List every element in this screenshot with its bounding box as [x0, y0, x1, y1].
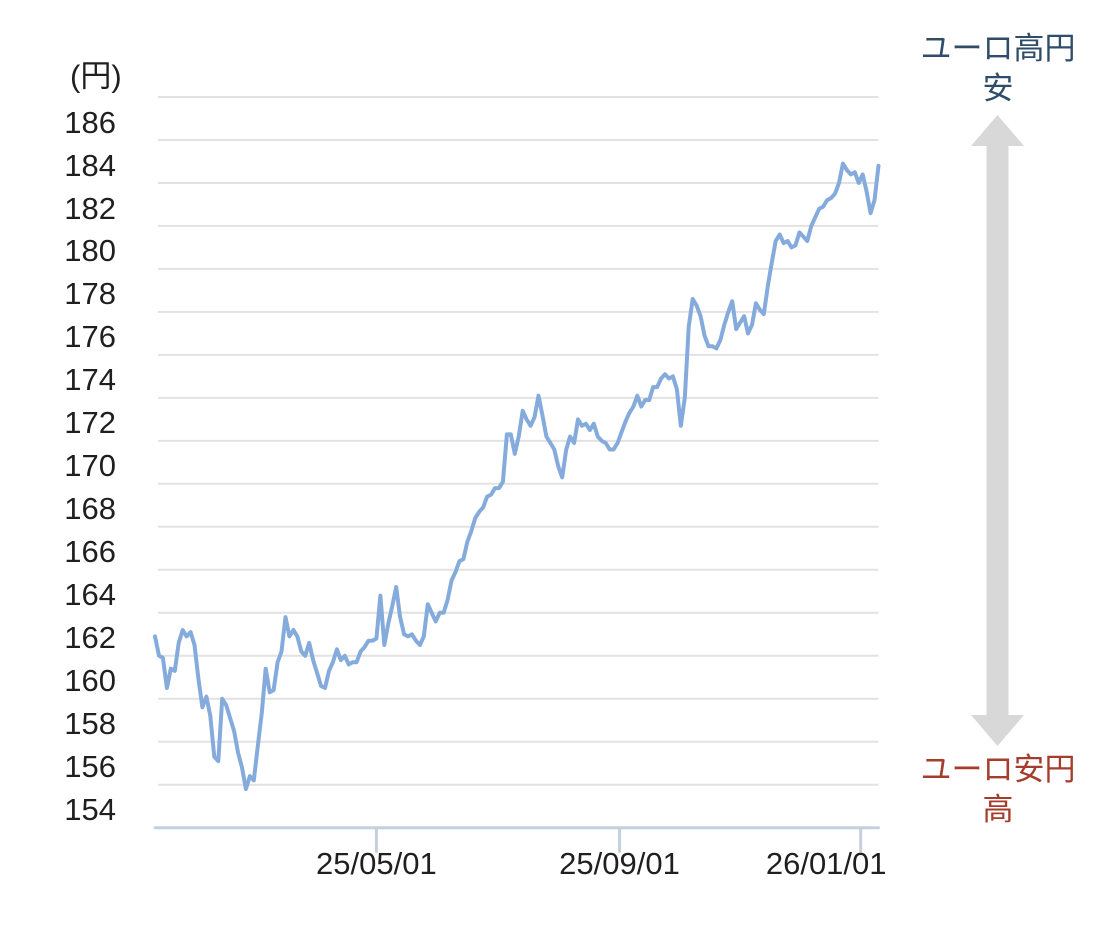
y-axis-tick-label: 168 [64, 491, 116, 527]
arrow-shaft [986, 144, 1009, 717]
y-axis-tick-label: 186 [64, 104, 116, 140]
arrow-up-head [971, 115, 1024, 146]
y-axis-tick-label: 158 [64, 706, 116, 742]
arrow-down-head [971, 715, 1024, 746]
y-axis-tick-label: 176 [64, 319, 116, 355]
y-axis-tick-label: 182 [64, 190, 116, 226]
y-axis-tick-label: 172 [64, 405, 116, 441]
y-axis-tick-label: 184 [64, 147, 116, 183]
x-axis-tick-label: 25/05/01 [316, 846, 437, 881]
y-axis-tick-label: 164 [64, 577, 116, 613]
y-axis-tick-label: 160 [64, 663, 116, 699]
y-axis-tick-label: 174 [64, 362, 116, 398]
price-line [153, 161, 881, 791]
y-axis-tick-label: 178 [64, 276, 116, 312]
y-axis-labels: 186 184 182 180 178 176 174 172 170 168 166 164 162 1… [0, 0, 116, 949]
y-axis-tick-label: 156 [64, 749, 116, 785]
annotation-euro-weak-yen-high: ユーロ安円高 [920, 752, 1076, 827]
y-axis-tick-label: 162 [64, 620, 116, 656]
y-axis-tick-label: 166 [64, 534, 116, 570]
x-axis-tick-label: 26/01/01 [765, 846, 887, 881]
y-axis-tick-label: 180 [64, 233, 116, 269]
y-axis-tick-label: 170 [64, 448, 116, 484]
x-axis-tick-label: 25/09/01 [559, 846, 680, 881]
y-axis-tick-label: 154 [64, 792, 116, 828]
annotation-euro-high-yen-weak: ユーロ高円安 [920, 31, 1076, 106]
y-axis-unit-label: (円) [70, 58, 122, 94]
